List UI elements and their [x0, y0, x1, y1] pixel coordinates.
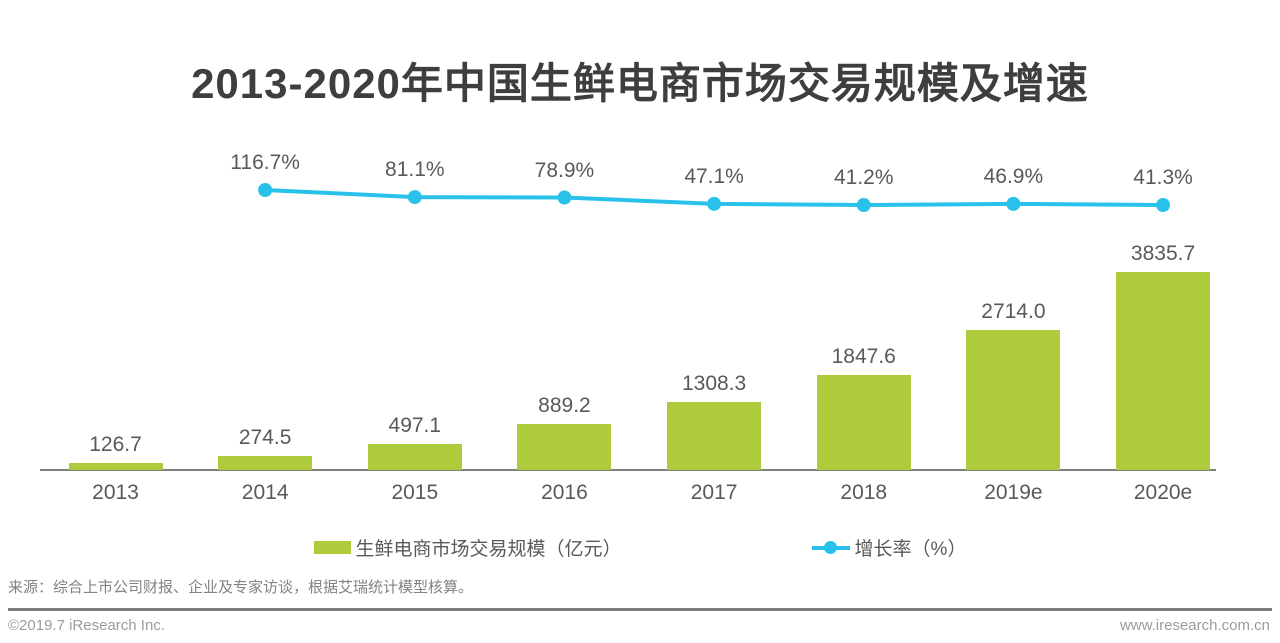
bar-2017: [667, 402, 762, 470]
line-point: [856, 198, 871, 213]
x-tick-label: 2018: [840, 481, 888, 504]
growth-line: [265, 188, 1164, 208]
growth-value-label: 116.7%: [230, 151, 300, 174]
growth-value-label: 41.2%: [833, 166, 894, 189]
x-tick-label: 2014: [241, 481, 289, 504]
chart-title: 2013-2020年中国生鲜电商市场交易规模及增速: [191, 60, 1089, 107]
x-tick-label: 2019e: [984, 481, 1043, 504]
line-point: [407, 190, 422, 205]
source-note: 来源：综合上市公司财报、企业及专家访谈，根据艾瑞统计模型核算。: [8, 579, 474, 596]
legend-line-label: 增长率（%）: [854, 539, 967, 560]
bar-2013: [68, 463, 163, 470]
bar-2016: [517, 424, 612, 470]
bar-value-label: 274.5: [238, 425, 292, 449]
legend-item-bar-series: 生鲜电商市场交易规模（亿元）: [313, 534, 622, 561]
x-tick-label: 2015: [391, 481, 439, 504]
bar-value-label: 2714.0: [981, 299, 1046, 323]
line-swatch-icon: [811, 540, 850, 554]
bar-value-label: 889.2: [538, 394, 591, 418]
bar-value-label: 1847.6: [831, 344, 896, 368]
growth-value-label: 81.1%: [385, 158, 445, 182]
x-axis-line: [40, 469, 1216, 471]
x-tick-label: 2016: [541, 481, 588, 504]
website-link[interactable]: www.iresearch.com.cn: [1119, 617, 1270, 634]
legend-item-line-series: 增长率（%）: [811, 534, 967, 561]
line-point: [707, 196, 722, 211]
bar-value-label: 3835.7: [1130, 242, 1196, 265]
bar-value-label: 126.7: [89, 433, 142, 457]
growth-value-label: 41.3%: [1133, 165, 1193, 189]
bar-2015: [367, 444, 462, 470]
growth-value-label: 46.9%: [983, 164, 1044, 188]
bar-2014: [218, 455, 313, 470]
x-tick-label: 2017: [690, 481, 738, 504]
bar-swatch-icon: [313, 541, 351, 554]
copyright-text: ©2019.7 iResearch Inc.: [8, 617, 165, 634]
bar-2019e: [966, 329, 1061, 470]
line-point: [258, 183, 273, 198]
legend: 生鲜电商市场交易规模（亿元） 增长率（%）: [0, 534, 1280, 561]
x-tick-label: 2013: [92, 481, 139, 504]
line-marker-icon: [823, 540, 837, 554]
bar-2018: [816, 374, 911, 470]
bar-value-label: 497.1: [388, 414, 442, 438]
line-point: [1156, 197, 1171, 212]
footer-divider: [8, 608, 1272, 611]
bar-2020e: [1116, 272, 1211, 470]
bar-value-label: 1308.3: [681, 372, 747, 396]
growth-value-label: 47.1%: [684, 164, 744, 188]
legend-bar-label: 生鲜电商市场交易规模（亿元）: [355, 539, 622, 560]
footer: ©2019.7 iResearch Inc. www.iresearch.com…: [8, 617, 1270, 634]
line-point: [1006, 196, 1021, 211]
growth-value-label: 78.9%: [534, 158, 595, 182]
line-point: [557, 190, 572, 205]
x-tick-label: 2020e: [1133, 481, 1193, 504]
